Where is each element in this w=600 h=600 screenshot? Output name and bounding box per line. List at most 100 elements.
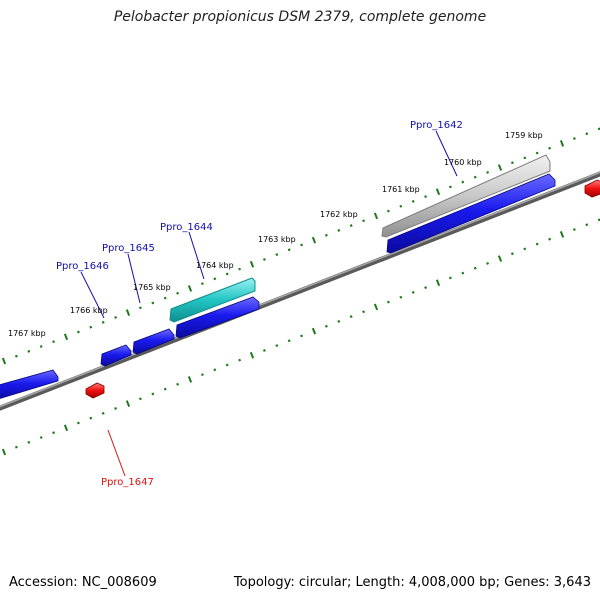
- scale-tick: [362, 219, 366, 223]
- scale-tick: [435, 279, 441, 287]
- genome-backbone: [0, 171, 600, 411]
- scale-tick: [249, 260, 255, 268]
- genome-backbone-highlight: [0, 171, 600, 408]
- scale-tick: [200, 282, 204, 286]
- scale-tick: [163, 387, 167, 391]
- scale-tick: [486, 261, 490, 265]
- scale-tick: [399, 295, 403, 299]
- scale-tick: [386, 209, 390, 213]
- scale-tick: [138, 306, 142, 310]
- scale-tick: [597, 218, 600, 222]
- scale-tick: [337, 229, 341, 232]
- scale-tick: [461, 180, 465, 184]
- gene-label-ppro-1647[interactable]: Ppro_1647: [101, 477, 154, 488]
- gene-label-ppro-1646[interactable]: Ppro_1646: [56, 261, 109, 272]
- scale-tick: [238, 267, 242, 271]
- scale-label-1761: 1761 kbp: [382, 185, 420, 194]
- scale-tick: [287, 339, 291, 343]
- gene-ppro-1644-highlight[interactable]: [169, 277, 256, 323]
- scale-label-1764: 1764 kbp: [196, 261, 234, 270]
- gene-right-edge[interactable]: [584, 179, 600, 198]
- gene-left-edge[interactable]: [0, 369, 59, 400]
- scale-tick: [585, 132, 589, 136]
- scale-tick: [89, 325, 93, 329]
- scale-tick: [1, 448, 7, 456]
- gene-label-ppro-1642[interactable]: Ppro_1642: [410, 120, 463, 131]
- scale-tick: [287, 248, 291, 252]
- gene-ppro-1644[interactable]: [175, 296, 260, 339]
- leader-line-ppro-1642: [435, 130, 458, 177]
- scale-tick: [238, 358, 242, 362]
- scale-tick: [213, 277, 217, 281]
- scale-tick: [176, 382, 180, 386]
- gene-label-ppro-1645[interactable]: Ppro_1645: [102, 243, 155, 254]
- leader-line-ppro-1644: [188, 231, 205, 280]
- scale-tick: [548, 237, 552, 241]
- scale-tick: [249, 351, 255, 359]
- scale-tick: [559, 231, 565, 238]
- leader-line-ppro-1647: [107, 429, 126, 477]
- scale-tick: [424, 195, 428, 198]
- scale-tick: [559, 140, 565, 147]
- gene-ppro-1642-highlight[interactable]: [381, 154, 551, 238]
- scale-tick: [497, 255, 503, 262]
- scale-tick: [213, 368, 217, 372]
- scale-tick: [311, 327, 317, 335]
- scale-tick: [497, 164, 503, 171]
- scale-tick: [27, 440, 31, 444]
- scale-tick: [362, 310, 366, 314]
- genome-summary-label: Topology: circular; Length: 4,008,000 bp…: [233, 575, 591, 590]
- scale-tick: [448, 185, 452, 189]
- scale-tick: [424, 286, 428, 289]
- scale-tick: [39, 436, 43, 439]
- scale-tick: [597, 127, 600, 131]
- scale-tick: [473, 266, 477, 270]
- scale-tick: [486, 170, 490, 174]
- scale-tick: [101, 320, 105, 324]
- scale-tick: [448, 276, 452, 280]
- scale-tick: [373, 212, 379, 220]
- scale-tick: [187, 376, 193, 383]
- scale-tick: [151, 392, 155, 396]
- gene-ppro-1645[interactable]: [132, 328, 175, 355]
- scale-tick: [63, 333, 69, 341]
- gene-ppro-1647[interactable]: [85, 382, 105, 399]
- scale-tick: [411, 290, 415, 294]
- gene-label-ppro-1644[interactable]: Ppro_1644: [160, 222, 213, 233]
- scale-label-1763: 1763 kbp: [258, 235, 296, 244]
- leader-line-ppro-1645: [127, 253, 141, 304]
- scale-tick: [373, 303, 379, 311]
- scale-tick: [572, 228, 576, 231]
- scale-tick: [411, 199, 415, 203]
- scale-label-1767: 1767 kbp: [8, 329, 46, 338]
- genome-title: Pelobacter propionicus DSM 2379, complet…: [113, 9, 487, 25]
- scale-tick: [510, 252, 514, 256]
- scale-tick: [27, 349, 31, 353]
- scale-tick: [324, 324, 328, 328]
- scale-tick: [200, 373, 204, 377]
- gene-ppro-1642[interactable]: [386, 173, 556, 254]
- scale-tick: [151, 301, 155, 305]
- scale-tick: [76, 421, 80, 425]
- outer-scale-ticks: [1, 127, 600, 365]
- scale-tick: [163, 296, 167, 300]
- gene-ppro-1646[interactable]: [100, 344, 132, 367]
- scale-tick: [63, 424, 69, 432]
- scale-label-1766: 1766 kbp: [70, 306, 108, 315]
- scale-tick: [114, 316, 118, 319]
- scale-tick: [125, 400, 131, 407]
- scale-tick: [225, 272, 229, 276]
- scale-tick: [275, 344, 279, 348]
- scale-tick: [39, 345, 43, 348]
- scale-tick: [89, 416, 93, 420]
- scale-tick: [101, 411, 105, 415]
- scale-tick: [76, 330, 80, 334]
- scale-tick: [435, 188, 441, 196]
- scale-tick: [535, 242, 539, 246]
- leader-line-ppro-1646: [80, 271, 105, 319]
- scale-tick: [535, 151, 539, 155]
- scale-tick: [337, 320, 341, 323]
- scale-tick: [324, 233, 328, 237]
